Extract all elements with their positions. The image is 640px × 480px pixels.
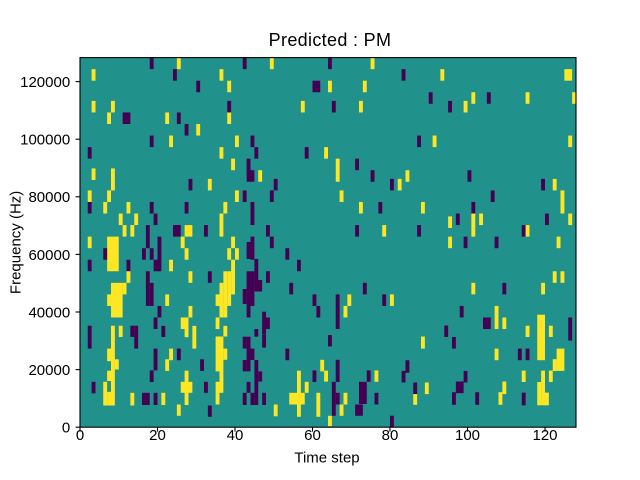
svg-text:20000: 20000 xyxy=(28,362,70,379)
svg-text:40000: 40000 xyxy=(28,304,70,321)
svg-text:60000: 60000 xyxy=(28,247,70,264)
svg-text:40: 40 xyxy=(227,427,244,444)
svg-text:20: 20 xyxy=(149,427,166,444)
svg-text:Frequency (Hz): Frequency (Hz) xyxy=(8,191,25,294)
svg-text:120: 120 xyxy=(532,427,557,444)
svg-text:60: 60 xyxy=(304,427,321,444)
svg-text:120000: 120000 xyxy=(20,74,70,91)
svg-text:80: 80 xyxy=(382,427,399,444)
svg-text:100000: 100000 xyxy=(20,132,70,149)
svg-text:Time step: Time step xyxy=(294,450,359,467)
svg-text:0: 0 xyxy=(62,420,70,437)
svg-text:80000: 80000 xyxy=(28,189,70,206)
svg-text:Predicted : PM: Predicted : PM xyxy=(269,30,392,50)
svg-text:100: 100 xyxy=(455,427,480,444)
svg-text:0: 0 xyxy=(76,427,84,444)
